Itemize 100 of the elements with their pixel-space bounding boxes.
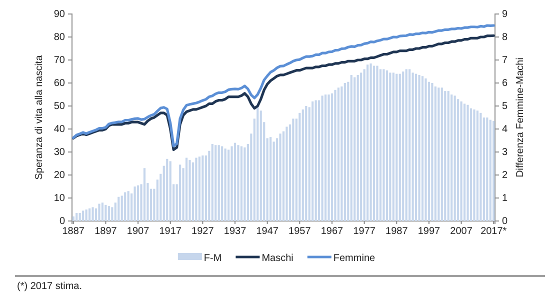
- bar: [356, 74, 359, 221]
- bar: [379, 69, 382, 221]
- bar: [457, 99, 460, 221]
- bar: [134, 186, 136, 221]
- bar: [486, 118, 488, 221]
- bar: [198, 156, 200, 221]
- bar: [328, 94, 330, 221]
- bar: [386, 70, 388, 221]
- bar: [204, 155, 207, 221]
- bar: [202, 155, 204, 221]
- y2-tick-label: 4: [502, 124, 508, 136]
- y-tick-label: 30: [54, 147, 66, 158]
- bar: [221, 146, 224, 221]
- bar: [382, 69, 385, 221]
- x-tick-label: 1987: [386, 226, 408, 238]
- bar: [192, 162, 194, 221]
- legend-label: Femmine: [333, 253, 376, 264]
- y2-tick-label: 8: [502, 32, 508, 44]
- bar: [72, 216, 74, 221]
- x-tick-label: 2007: [450, 226, 473, 238]
- y-tick-label: 80: [54, 32, 66, 44]
- bar: [227, 150, 230, 221]
- bar: [218, 145, 220, 221]
- bar: [480, 112, 482, 221]
- bar: [428, 82, 430, 221]
- bar: [230, 146, 233, 221]
- bar: [473, 109, 476, 221]
- y2-tick-label: 0: [502, 216, 508, 228]
- bar: [470, 108, 472, 221]
- y2-tick-label: 1: [502, 193, 508, 204]
- bar: [314, 100, 317, 221]
- bar: [366, 64, 369, 221]
- bar: [350, 74, 352, 221]
- x-tick-label: 1887: [62, 226, 85, 238]
- bar: [405, 69, 408, 221]
- bar: [414, 74, 418, 221]
- y-tick-label: 60: [54, 78, 66, 90]
- legend-label: Maschi: [262, 253, 294, 264]
- bar: [108, 206, 110, 221]
- bar: [447, 91, 450, 221]
- y2-tick-label: 3: [502, 147, 508, 158]
- bar: [260, 110, 262, 221]
- bar: [211, 144, 214, 221]
- y2-tick-label: 6: [502, 78, 508, 90]
- bar: [402, 72, 404, 221]
- bar: [321, 96, 324, 221]
- bar: [279, 134, 282, 221]
- bar: [408, 69, 411, 221]
- bar: [256, 106, 259, 221]
- bar: [421, 76, 424, 221]
- bar: [78, 212, 81, 221]
- bar: [412, 72, 414, 221]
- bar: [143, 168, 146, 221]
- bar: [431, 83, 434, 221]
- bar: [337, 88, 340, 221]
- bar: [340, 86, 343, 221]
- bar: [396, 74, 398, 221]
- bar: [324, 94, 327, 221]
- y-tick-label: 50: [54, 101, 66, 112]
- bar: [489, 120, 492, 221]
- x-tick-label: 1897: [94, 226, 118, 238]
- bar: [312, 101, 314, 221]
- bar: [344, 83, 346, 221]
- bar: [434, 86, 436, 221]
- y-tick-label: 40: [54, 124, 66, 136]
- bar: [169, 161, 172, 221]
- bar: [127, 191, 130, 221]
- bar: [360, 72, 362, 221]
- bar: [214, 145, 217, 221]
- y2-tick-label: 2: [502, 170, 508, 182]
- y-tick-label: 0: [59, 216, 66, 228]
- bar: [450, 94, 453, 221]
- bar: [463, 104, 466, 221]
- y-tick-label: 90: [54, 9, 66, 20]
- bar: [418, 74, 420, 221]
- y-axis-title: Speranza di vita alla nascita: [34, 54, 45, 180]
- x-tick-label: 2017*: [480, 226, 507, 238]
- y-tick-label: 70: [54, 55, 66, 66]
- bar: [466, 104, 469, 221]
- bar: [118, 196, 120, 221]
- x-tick-label: 1927: [192, 226, 214, 238]
- y2-axis-title: Differenza Femmine-Machi: [515, 58, 526, 178]
- bar: [460, 101, 462, 221]
- bar: [389, 72, 392, 221]
- bar: [302, 109, 304, 221]
- y2-tick-label: 9: [502, 9, 508, 20]
- bar: [334, 90, 336, 221]
- bar: [270, 137, 272, 221]
- y-tick-label: 20: [54, 170, 66, 182]
- bar: [179, 164, 182, 221]
- bar: [237, 145, 240, 221]
- bar: [224, 148, 226, 221]
- bar: [234, 142, 236, 221]
- bar: [392, 72, 394, 221]
- x-tick-label: 1937: [224, 226, 247, 238]
- bar: [298, 112, 301, 221]
- bar: [240, 146, 243, 221]
- bar: [476, 110, 479, 221]
- bar: [454, 96, 456, 221]
- x-tick-label: 1967: [320, 226, 344, 238]
